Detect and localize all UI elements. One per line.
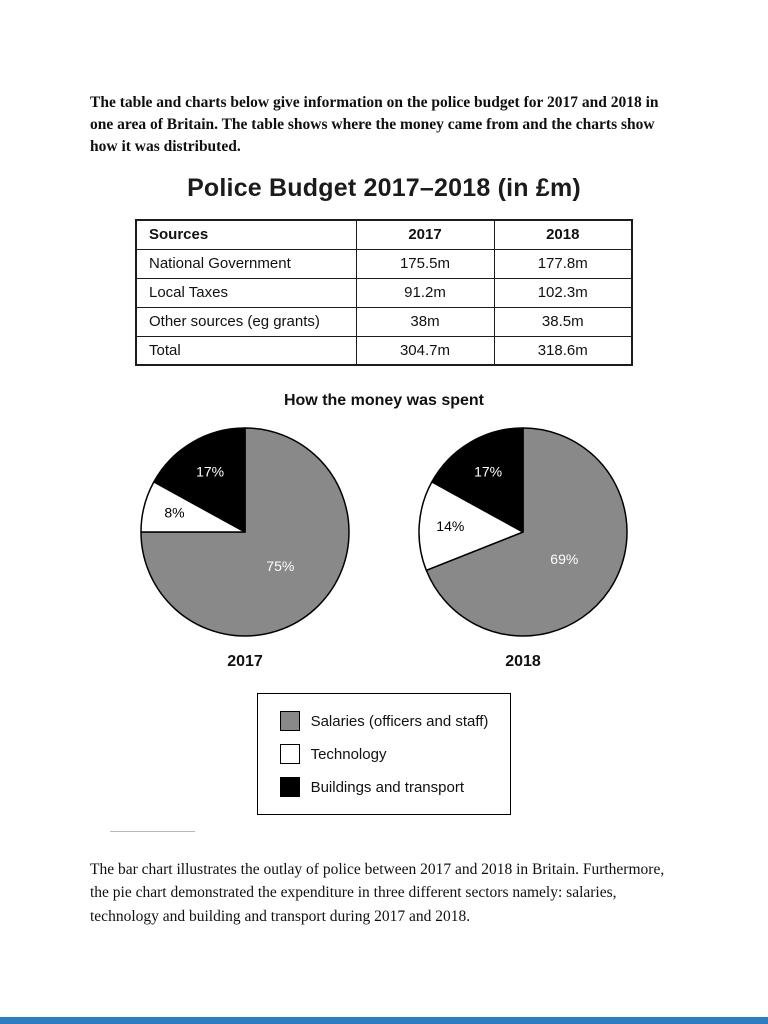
pie-slice-label: 75% xyxy=(266,558,294,574)
task-description: The table and charts below give informat… xyxy=(90,94,659,155)
budget-table: Sources 2017 2018 National Government 175.5… xyxy=(135,219,633,366)
legend-item: Technology xyxy=(279,744,489,764)
legend-label: Salaries (officers and staff) xyxy=(310,712,489,730)
essay-paragraph: The bar chart illustrates the outlay of … xyxy=(90,861,665,925)
legend-item: Buildings and transport xyxy=(279,777,489,797)
column-header: Sources xyxy=(135,219,357,250)
table-cell: 177.8m xyxy=(493,248,633,279)
table-cell: Other sources (eg grants) xyxy=(135,306,357,337)
pie-charts-title: How the money was spent xyxy=(283,392,485,409)
pie-slice xyxy=(425,427,628,637)
table-cell: 318.6m xyxy=(493,335,633,366)
pie-slice-label: 69% xyxy=(550,551,578,567)
table-row: Other sources (eg grants) 38m 38.5m xyxy=(135,306,633,337)
table-row: National Government 175.5m 177.8m xyxy=(135,248,633,279)
budget-table-title: Police Budget 2017–2018 (in £m) xyxy=(187,174,581,202)
table-header-row: Sources 2017 2018 xyxy=(135,219,633,250)
table-cell: Local Taxes xyxy=(135,277,357,308)
table-cell: 38m xyxy=(355,306,495,337)
pie-slice xyxy=(431,427,524,533)
table-cell: Total xyxy=(135,335,357,366)
pie-slice xyxy=(418,481,524,572)
table-cell: 304.7m xyxy=(355,335,495,366)
divider-line xyxy=(110,831,195,832)
column-header: 2017 xyxy=(355,219,495,250)
budget-table-body: National Government 175.5m 177.8m Local Tax… xyxy=(135,248,633,366)
legend-swatch xyxy=(279,744,300,764)
pie-slice xyxy=(153,427,246,533)
table-cell: 175.5m xyxy=(355,248,495,279)
pie-slice-label: 17% xyxy=(474,464,502,480)
table-row: Local Taxes 91.2m 102.3m xyxy=(135,277,633,308)
budget-table-head: Sources 2017 2018 xyxy=(135,219,633,250)
legend-item: Salaries (officers and staff) xyxy=(279,711,489,731)
pie-chart-year-label: 2017 xyxy=(227,653,263,670)
pie-chart-2017: 75% 8% 17% xyxy=(140,427,350,637)
pie-slice-label: 8% xyxy=(164,505,184,521)
column-header: 2018 xyxy=(493,219,633,250)
legend-label: Buildings and transport xyxy=(310,778,464,796)
table-cell: 102.3m xyxy=(493,277,633,308)
pie-chart-year-label: 2018 xyxy=(505,653,541,670)
table-cell: 38.5m xyxy=(493,306,633,337)
pie-slice-label: 17% xyxy=(196,464,224,480)
pie-chart-block-2017: 75% 8% 17% 2017 xyxy=(135,422,355,671)
table-row: Total 304.7m 318.6m xyxy=(135,335,633,366)
table-cell: 91.2m xyxy=(355,277,495,308)
chart-legend: Salaries (officers and staff) Technology B… xyxy=(256,693,512,815)
pie-slice xyxy=(140,427,350,637)
pie-chart-block-2018: 69% 14% 17% 2018 xyxy=(413,422,633,671)
pie-slice-label: 14% xyxy=(436,518,464,534)
table-cell: National Government xyxy=(135,248,357,279)
legend-swatch xyxy=(279,777,300,797)
legend-label: Technology xyxy=(310,745,387,763)
legend-swatch xyxy=(279,711,300,731)
pie-charts-container: 75% 8% 17% 2017 69% 14% 17% 2018 xyxy=(0,422,768,671)
pie-chart-2018: 69% 14% 17% xyxy=(418,427,628,637)
viewer-bottom-bar xyxy=(0,1017,768,1024)
